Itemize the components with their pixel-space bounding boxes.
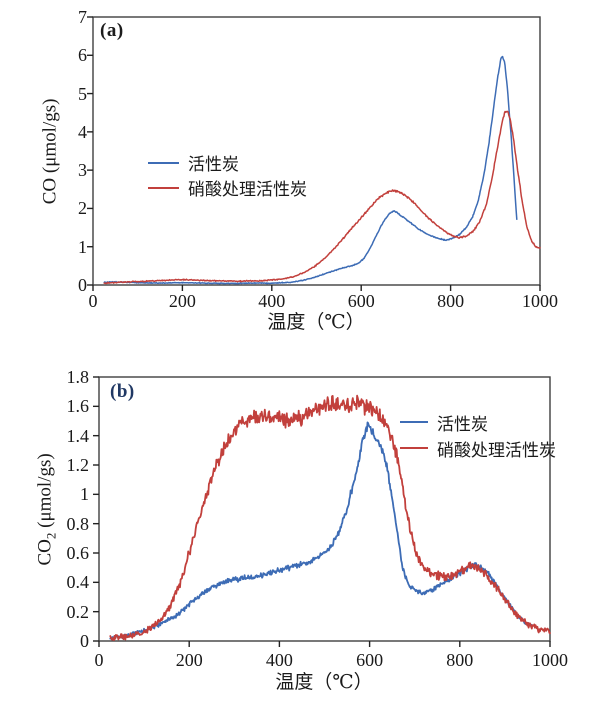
plot-border <box>98 376 551 642</box>
panel-label-a: (a) <box>100 20 124 41</box>
legend-b: 活性炭 硝酸处理活性炭 <box>400 409 556 461</box>
y-tick-label: 0 <box>78 275 87 295</box>
y-tick-label: 1 <box>80 484 89 505</box>
y-tick-label: 1.2 <box>66 455 90 475</box>
y-tick-label: 0 <box>80 631 89 651</box>
legend-line-red <box>400 447 428 449</box>
x-tick-label: 800 <box>437 291 465 311</box>
y-tick-label: 6 <box>78 45 87 66</box>
legend-item-acid-treated-carbon: 硝酸处理活性炭 <box>400 435 556 461</box>
y-tick-label: 1.6 <box>66 396 90 417</box>
plot-border <box>92 16 541 286</box>
x-tick-label: 400 <box>265 650 293 670</box>
legend-line-red <box>148 186 179 189</box>
series-curve-acid-treated-carbon <box>103 110 541 285</box>
y-tick-label: 0.2 <box>66 601 90 622</box>
y-tick-label: 1 <box>78 236 87 257</box>
x-axis-title-a: 温度（℃） <box>267 312 365 333</box>
y-tick-label: 0.4 <box>66 572 90 593</box>
x-tick-label: 800 <box>446 650 474 670</box>
x-tick-label: 400 <box>258 291 286 311</box>
y-tick-label: 2 <box>78 198 87 219</box>
y-tick-label: 1.4 <box>66 425 90 446</box>
legend-item-acid-treated-carbon: 硝酸处理活性炭 <box>148 175 307 200</box>
series-curve-acid-treated-carbon <box>109 394 551 641</box>
y-tick-label: 3 <box>78 160 87 181</box>
series-curve-activated-carbon <box>103 55 518 285</box>
x-tick-label: 200 <box>168 291 196 311</box>
x-axis-title-b: 温度（℃） <box>275 672 373 693</box>
x-tick-label: 600 <box>356 650 384 670</box>
legend-label: 活性炭 <box>188 155 239 174</box>
x-tick-label: 1000 <box>532 650 568 670</box>
legend-line-blue <box>148 161 179 164</box>
x-tick-label: 0 <box>94 650 104 670</box>
x-tick-label: 600 <box>347 291 375 311</box>
panel-label-b: (b) <box>110 381 135 402</box>
legend-label: 硝酸处理活性炭 <box>188 180 307 199</box>
x-tick-label: 1000 <box>522 291 558 311</box>
legend-item-activated-carbon: 活性炭 <box>148 150 307 175</box>
x-tick-label: 0 <box>88 291 98 311</box>
y-tick-label: 5 <box>78 83 87 104</box>
y-tick-label: 0.8 <box>66 513 90 534</box>
legend-item-activated-carbon: 活性炭 <box>400 409 556 435</box>
x-tick-label: 200 <box>175 650 203 670</box>
y-tick-label: 4 <box>78 121 87 142</box>
y-tick-label: 0.6 <box>66 543 90 563</box>
legend-line-blue <box>400 421 428 423</box>
y-axis-title-b: CO2 (μmol/gs) <box>35 384 60 634</box>
legend-label: 活性炭 <box>437 414 488 434</box>
legend-label: 硝酸处理活性炭 <box>437 440 556 460</box>
legend-a: 活性炭 硝酸处理活性炭 <box>148 150 307 200</box>
y-tick-label: 1.8 <box>66 367 90 387</box>
y-tick-label: 7 <box>78 7 87 27</box>
